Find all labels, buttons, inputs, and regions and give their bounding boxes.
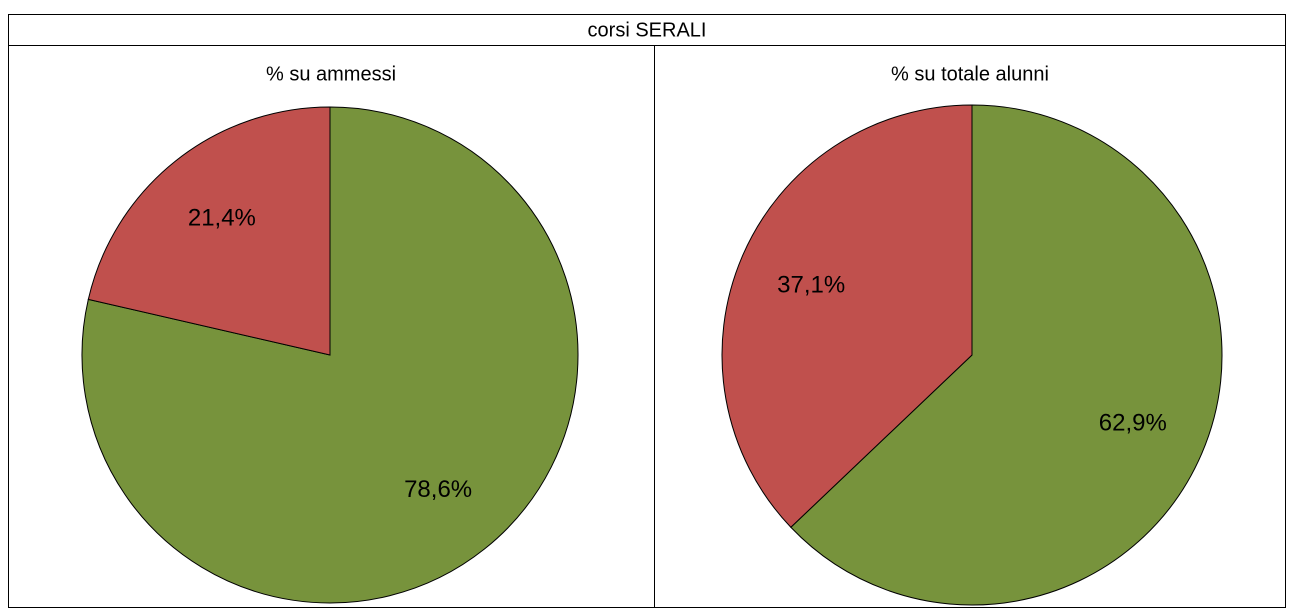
data-label: 62,9% <box>1099 409 1167 436</box>
data-label: 21,4% <box>188 205 256 232</box>
pie-slice <box>721 104 973 528</box>
data-label: 37,1% <box>777 271 845 298</box>
pie-slice <box>87 106 331 356</box>
table-title: corsi SERALI <box>588 19 707 41</box>
chart-title: % su ammessi <box>266 63 396 85</box>
table-border <box>8 14 1286 608</box>
pie-slice <box>790 104 1223 606</box>
data-label: 78,6% <box>404 476 472 503</box>
chart-title: % su totale alunni <box>891 63 1049 85</box>
